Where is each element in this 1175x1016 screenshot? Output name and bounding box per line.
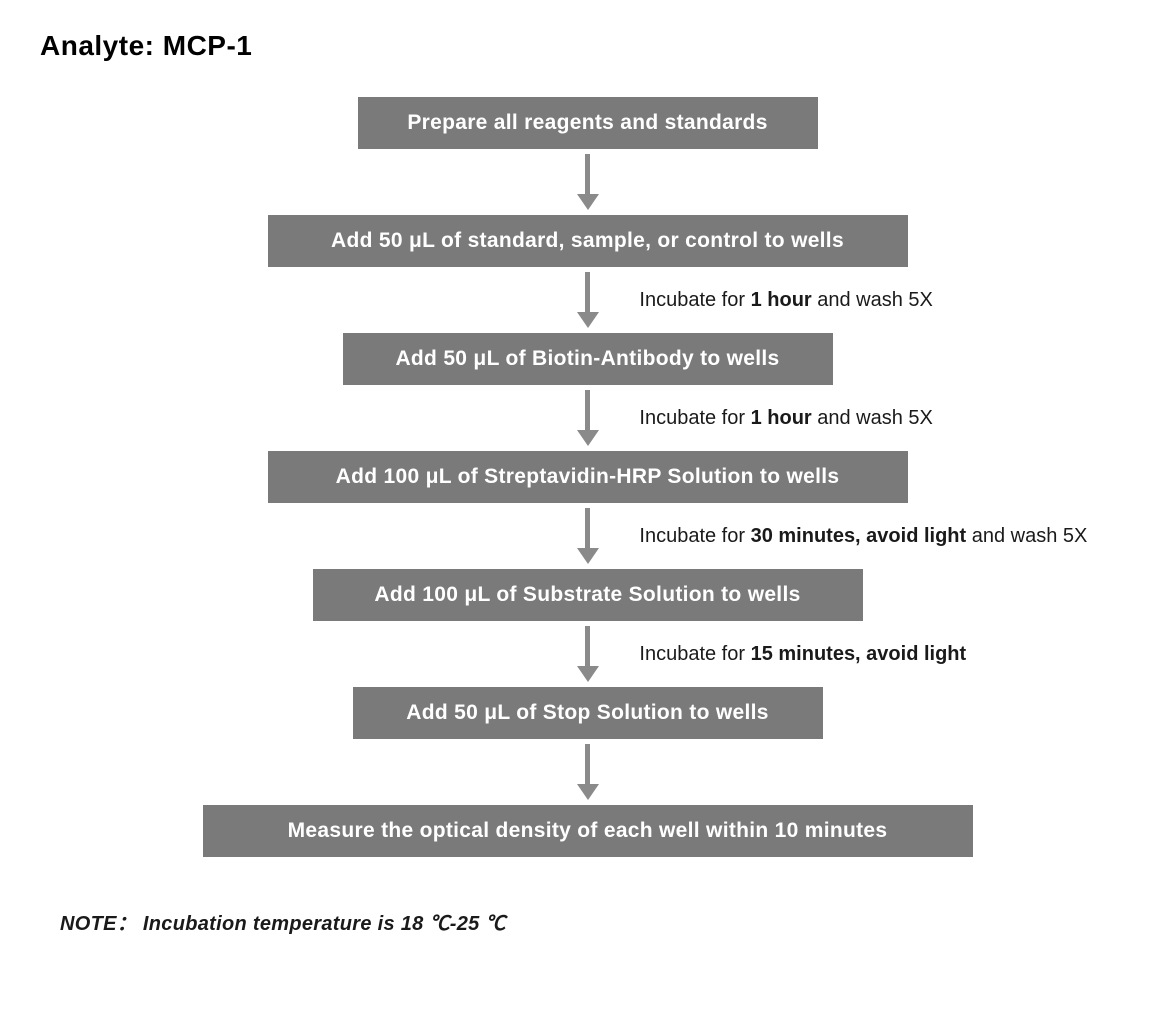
step-box-0: Prepare all reagents and standards: [358, 97, 818, 149]
arrow-icon-4: [577, 626, 599, 682]
step-box-5: Add 50 μL of Stop Solution to wells: [353, 687, 823, 739]
arrow-icon-1: [577, 272, 599, 328]
flowchart-container: Prepare all reagents and standards Add 5…: [40, 97, 1135, 857]
arrow-row-4: Incubate for 15 minutes, avoid light: [40, 621, 1135, 687]
arrow-icon-3: [577, 508, 599, 564]
arrow-label-post-3: and wash 5X: [966, 525, 1087, 547]
step-box-2: Add 50 μL of Biotin-Antibody to wells: [343, 333, 833, 385]
arrow-label-1: Incubate for 1 hour and wash 5X: [639, 289, 933, 312]
arrow-label-2: Incubate for 1 hour and wash 5X: [639, 407, 933, 430]
arrow-label-bold-1: 1 hour: [751, 289, 812, 311]
arrow-label-bold-2: 1 hour: [751, 407, 812, 429]
arrow-label-bold-4: 15 minutes, avoid light: [751, 643, 967, 665]
step-row-1: Add 50 μL of standard, sample, or contro…: [40, 215, 1135, 267]
arrow-label-bold-3: 30 minutes, avoid light: [751, 525, 967, 547]
step-row-2: Add 50 μL of Biotin-Antibody to wells: [40, 333, 1135, 385]
arrow-row-3: Incubate for 30 minutes, avoid light and…: [40, 503, 1135, 569]
arrow-label-pre-1: Incubate for: [639, 289, 750, 311]
step-row-5: Add 50 μL of Stop Solution to wells: [40, 687, 1135, 739]
arrow-row-2: Incubate for 1 hour and wash 5X: [40, 385, 1135, 451]
step-box-4: Add 100 μL of Substrate Solution to well…: [313, 569, 863, 621]
step-box-1: Add 50 μL of standard, sample, or contro…: [268, 215, 908, 267]
arrow-label-pre-2: Incubate for: [639, 407, 750, 429]
arrow-row-1: Incubate for 1 hour and wash 5X: [40, 267, 1135, 333]
arrow-label-post-1: and wash 5X: [812, 289, 933, 311]
arrow-icon-5: [577, 744, 599, 800]
arrow-label-post-2: and wash 5X: [812, 407, 933, 429]
arrow-icon-2: [577, 390, 599, 446]
step-row-3: Add 100 μL of Streptavidin-HRP Solution …: [40, 451, 1135, 503]
step-row-0: Prepare all reagents and standards: [40, 97, 1135, 149]
arrow-label-4: Incubate for 15 minutes, avoid light: [639, 643, 966, 666]
arrow-label-pre-4: Incubate for: [639, 643, 750, 665]
footer-note: NOTE： Incubation temperature is 18 ℃-25 …: [60, 907, 1135, 936]
page-title: Analyte: MCP-1: [40, 30, 1135, 62]
arrow-icon-0: [577, 154, 599, 210]
arrow-label-pre-3: Incubate for: [639, 525, 750, 547]
arrow-row-5: [40, 739, 1135, 805]
step-box-6: Measure the optical density of each well…: [203, 805, 973, 857]
arrow-row-0: [40, 149, 1135, 215]
step-row-6: Measure the optical density of each well…: [40, 805, 1135, 857]
step-row-4: Add 100 μL of Substrate Solution to well…: [40, 569, 1135, 621]
arrow-label-3: Incubate for 30 minutes, avoid light and…: [639, 525, 1087, 548]
step-box-3: Add 100 μL of Streptavidin-HRP Solution …: [268, 451, 908, 503]
